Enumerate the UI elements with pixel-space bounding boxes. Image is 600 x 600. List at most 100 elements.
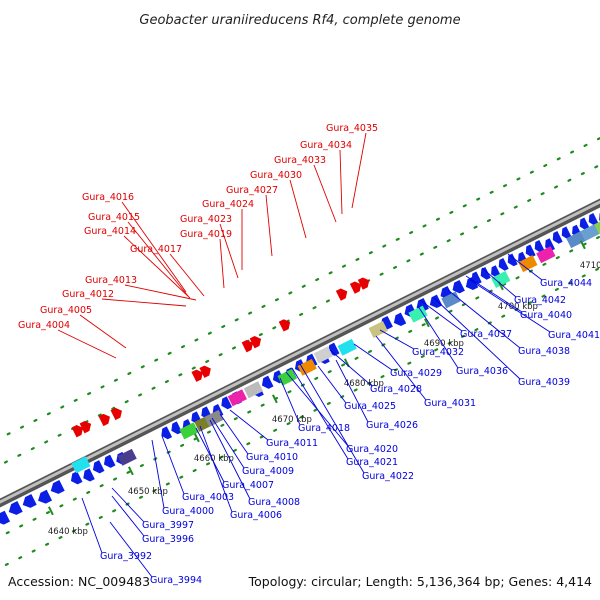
misc-feature-9: [313, 346, 333, 364]
gene-label-Gura_3997: Gura_3997: [142, 520, 194, 531]
misc-feature-8-shape: [297, 358, 317, 376]
kbp-tick-label-6: 4700 kbp: [498, 302, 538, 312]
cds-arrow-4: [50, 480, 65, 494]
leader-lower-16: [335, 359, 369, 423]
gene-label-Gura_4016: Gura_4016: [82, 192, 134, 203]
cds-arrow-46: [579, 217, 590, 231]
gene-label-Gura_4023: Gura_4023: [180, 214, 232, 225]
misc-feature-14-shape: [491, 270, 511, 288]
misc-feature-17-shape: [566, 231, 586, 249]
cds-arrow-47: [588, 213, 599, 226]
kbp-tick-mark-2: [193, 433, 200, 443]
misc-feature-1-shape: [117, 448, 137, 466]
kbp-tick-label-5: 4690 kbp: [424, 339, 464, 349]
cds-arrow-32-shape: [452, 279, 465, 294]
misc-feature-17: [566, 231, 586, 249]
leader-upper-15: [351, 132, 367, 209]
cds-arrow-37-shape: [498, 258, 509, 271]
leader-lower-4: [151, 439, 165, 509]
leader-upper-2: [101, 298, 187, 307]
gene-label-Gura_4034: Gura_4034: [300, 140, 352, 151]
leader-upper-4: [169, 253, 205, 297]
gene-label-Gura_4036: Gura_4036: [456, 366, 508, 377]
leader-upper-14: [339, 149, 343, 215]
gene-label-Gura_4024: Gura_4024: [202, 199, 254, 210]
kbp-tick-mark-5: [423, 318, 430, 328]
kbp-tick-label-4: 4680 kbp: [344, 379, 384, 389]
leader-lower-15: [299, 363, 365, 474]
misc-feature-15: [518, 255, 538, 273]
leader-lower-21: [379, 329, 415, 350]
red-cds-0: [71, 425, 84, 438]
red-cds-3-shape: [110, 407, 122, 421]
misc-feature-19-shape: [594, 217, 600, 235]
kbp-tick-mark-0: [47, 506, 54, 516]
gene-label-Gura_3992: Gura_3992: [100, 551, 152, 562]
kbp-tick-label-3: 4670 kbp: [272, 415, 312, 425]
gene-label-Gura_4011: Gura_4011: [266, 438, 318, 449]
misc-feature-11-shape: [368, 321, 388, 339]
misc-feature-6: [243, 381, 263, 399]
kbp-tick-mark-3: [271, 394, 278, 404]
leader-lower-7: [209, 419, 251, 500]
misc-feature-10-shape: [337, 338, 357, 356]
kbp-tick-mark-1: [127, 466, 134, 476]
cds-arrow-11: [171, 421, 183, 435]
red-cds-11-shape: [357, 277, 370, 290]
cds-arrow-3-shape: [38, 489, 53, 504]
cds-arrow-6: [83, 468, 95, 482]
cds-arrow-1: [8, 501, 23, 515]
red-cds-2: [98, 413, 110, 427]
gene-label-Gura_4015: Gura_4015: [88, 212, 140, 223]
gene-label-Gura_3996: Gura_3996: [142, 534, 194, 545]
leader-upper-6: [127, 221, 189, 297]
leader-upper-12: [289, 179, 307, 239]
misc-feature-4: [204, 409, 224, 427]
cds-arrow-19: [261, 375, 274, 389]
red-cds-1: [79, 421, 92, 434]
cds-arrow-4-shape: [50, 480, 65, 494]
cds-arrow-16: [221, 396, 233, 410]
guide-dots-0: [0, 136, 600, 440]
leader-lower-8: [195, 427, 225, 483]
cds-arrow-32: [452, 279, 465, 294]
leader-lower-23: [433, 297, 521, 380]
kbp-ticks: 4640 kbp 4650 kbp 4660 kbp 4670 kbp 4680 kbp…: [47, 240, 600, 537]
cds-arrow-47-shape: [588, 213, 599, 226]
cds-arrow-38-shape: [507, 253, 518, 267]
gene-label-Gura_4019: Gura_4019: [180, 229, 232, 240]
cds-arrow-10-shape: [161, 426, 173, 440]
gene-label-Gura_3994: Gura_3994: [150, 575, 202, 586]
cds-arrow-33-shape: [465, 276, 479, 291]
cds-arrow-1-shape: [8, 501, 23, 515]
red-cds-8-shape: [278, 319, 291, 332]
gene-label-Gura_4007: Gura_4007: [222, 480, 274, 491]
leader-lower-12: [279, 377, 301, 426]
red-cds-11: [357, 277, 370, 290]
kbp-tick-label-7: 4710 kbp: [580, 261, 600, 271]
red-cds-2-shape: [98, 413, 110, 427]
cds-arrow-38: [507, 253, 518, 267]
leader-lower-20: [353, 343, 393, 371]
leader-lower-28: [481, 267, 517, 298]
red-cds-4-shape: [191, 369, 203, 382]
leader-lower-1: [81, 497, 103, 554]
gene-label-Gura_4038: Gura_4038: [518, 346, 570, 357]
cds-arrow-40-shape: [525, 244, 536, 258]
gene-label-Gura_4028: Gura_4028: [370, 384, 422, 395]
gene-label-Gura_4013: Gura_4013: [85, 275, 137, 286]
misc-feature-12-shape: [408, 305, 428, 323]
red-cds-4: [191, 369, 203, 382]
gene-label-Gura_4044: Gura_4044: [540, 278, 592, 289]
misc-feature-2-shape: [179, 422, 199, 440]
gene-label-Gura_4026: Gura_4026: [366, 420, 418, 431]
cds-arrow-8-shape: [103, 454, 116, 468]
cds-arrow-8: [103, 454, 116, 468]
red-cds-9-shape: [335, 288, 348, 301]
gene-label-Gura_4010: Gura_4010: [246, 452, 298, 463]
map-title: Geobacter uraniireducens Rf4, complete g…: [139, 13, 460, 28]
cds-arrow-27-shape: [393, 312, 407, 327]
red-cds-10: [349, 281, 362, 294]
cds-arrow-19-shape: [261, 375, 274, 389]
